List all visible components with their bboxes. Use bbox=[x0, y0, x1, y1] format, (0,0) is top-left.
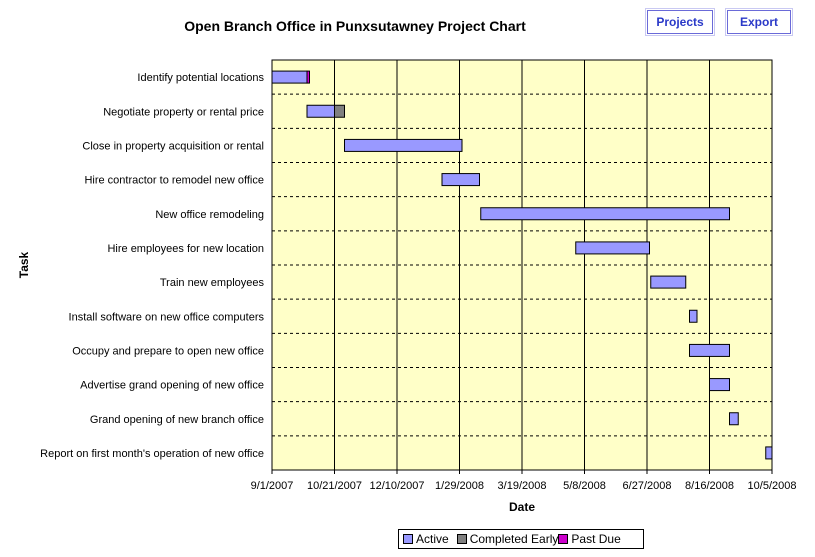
task-bar-active bbox=[306, 104, 335, 118]
task-bar-active bbox=[650, 275, 687, 289]
x-tick-label: 9/1/2007 bbox=[251, 480, 294, 492]
legend-swatch-completed-early bbox=[456, 534, 467, 544]
x-tick-label: 12/10/2007 bbox=[369, 480, 424, 492]
task-label: New office remodeling bbox=[155, 209, 264, 221]
task-bar-past-due bbox=[306, 70, 310, 84]
y-axis-title: Task bbox=[17, 251, 31, 278]
projects-button[interactable]: Projects bbox=[645, 8, 715, 36]
x-tick-label: 5/8/2008 bbox=[563, 480, 606, 492]
legend-label-completed-early: Completed Early bbox=[469, 532, 559, 546]
x-tick-label: 10/5/2008 bbox=[748, 480, 797, 492]
legend-item-completed-early: Completed Early bbox=[456, 532, 559, 546]
x-tick-label: 10/21/2007 bbox=[307, 480, 362, 492]
chart-title: Open Branch Office in Punxsutawney Proje… bbox=[184, 18, 526, 34]
x-tick-label: 6/27/2008 bbox=[623, 480, 672, 492]
task-bar-active bbox=[441, 173, 480, 187]
task-label: Hire contractor to remodel new office bbox=[84, 175, 264, 187]
legend-label-active: Active bbox=[416, 532, 449, 546]
legend-swatch-past-due bbox=[558, 534, 569, 544]
export-button[interactable]: Export bbox=[725, 8, 793, 36]
task-label: Occupy and prepare to open new office bbox=[72, 345, 264, 357]
legend-swatch-active bbox=[403, 534, 413, 544]
task-label: Close in property acquisition or rental bbox=[82, 140, 264, 152]
legend-label-past-due: Past Due bbox=[571, 532, 621, 546]
legend-item-past-due: Past Due bbox=[558, 532, 621, 546]
task-label: Negotiate property or rental price bbox=[103, 106, 264, 118]
task-bar-active bbox=[689, 343, 730, 357]
task-bar-active bbox=[344, 138, 463, 152]
x-axis-title: Date bbox=[509, 500, 535, 514]
task-label: Advertise grand opening of new office bbox=[80, 380, 264, 392]
x-tick-label: 8/16/2008 bbox=[685, 480, 734, 492]
legend: Active Completed Early Past Due bbox=[398, 529, 644, 549]
task-label: Install software on new office computers bbox=[69, 311, 265, 323]
legend-item-active: Active bbox=[403, 532, 449, 546]
task-bar-active bbox=[480, 207, 730, 221]
task-label: Grand opening of new branch office bbox=[90, 414, 264, 426]
task-bar-active bbox=[765, 446, 773, 460]
task-bar-active bbox=[689, 309, 698, 323]
task-label: Hire employees for new location bbox=[107, 243, 264, 255]
task-bar-active bbox=[709, 378, 730, 392]
task-label: Report on first month's operation of new… bbox=[40, 448, 264, 460]
task-bar-active bbox=[729, 412, 739, 426]
task-label: Train new employees bbox=[160, 277, 265, 289]
task-bar-active bbox=[271, 70, 308, 84]
task-label: Identify potential locations bbox=[137, 72, 264, 84]
task-bar-completed-early bbox=[334, 104, 345, 118]
task-bar-active bbox=[575, 241, 650, 255]
x-tick-label: 1/29/2008 bbox=[435, 480, 484, 492]
x-tick-label: 3/19/2008 bbox=[498, 480, 547, 492]
